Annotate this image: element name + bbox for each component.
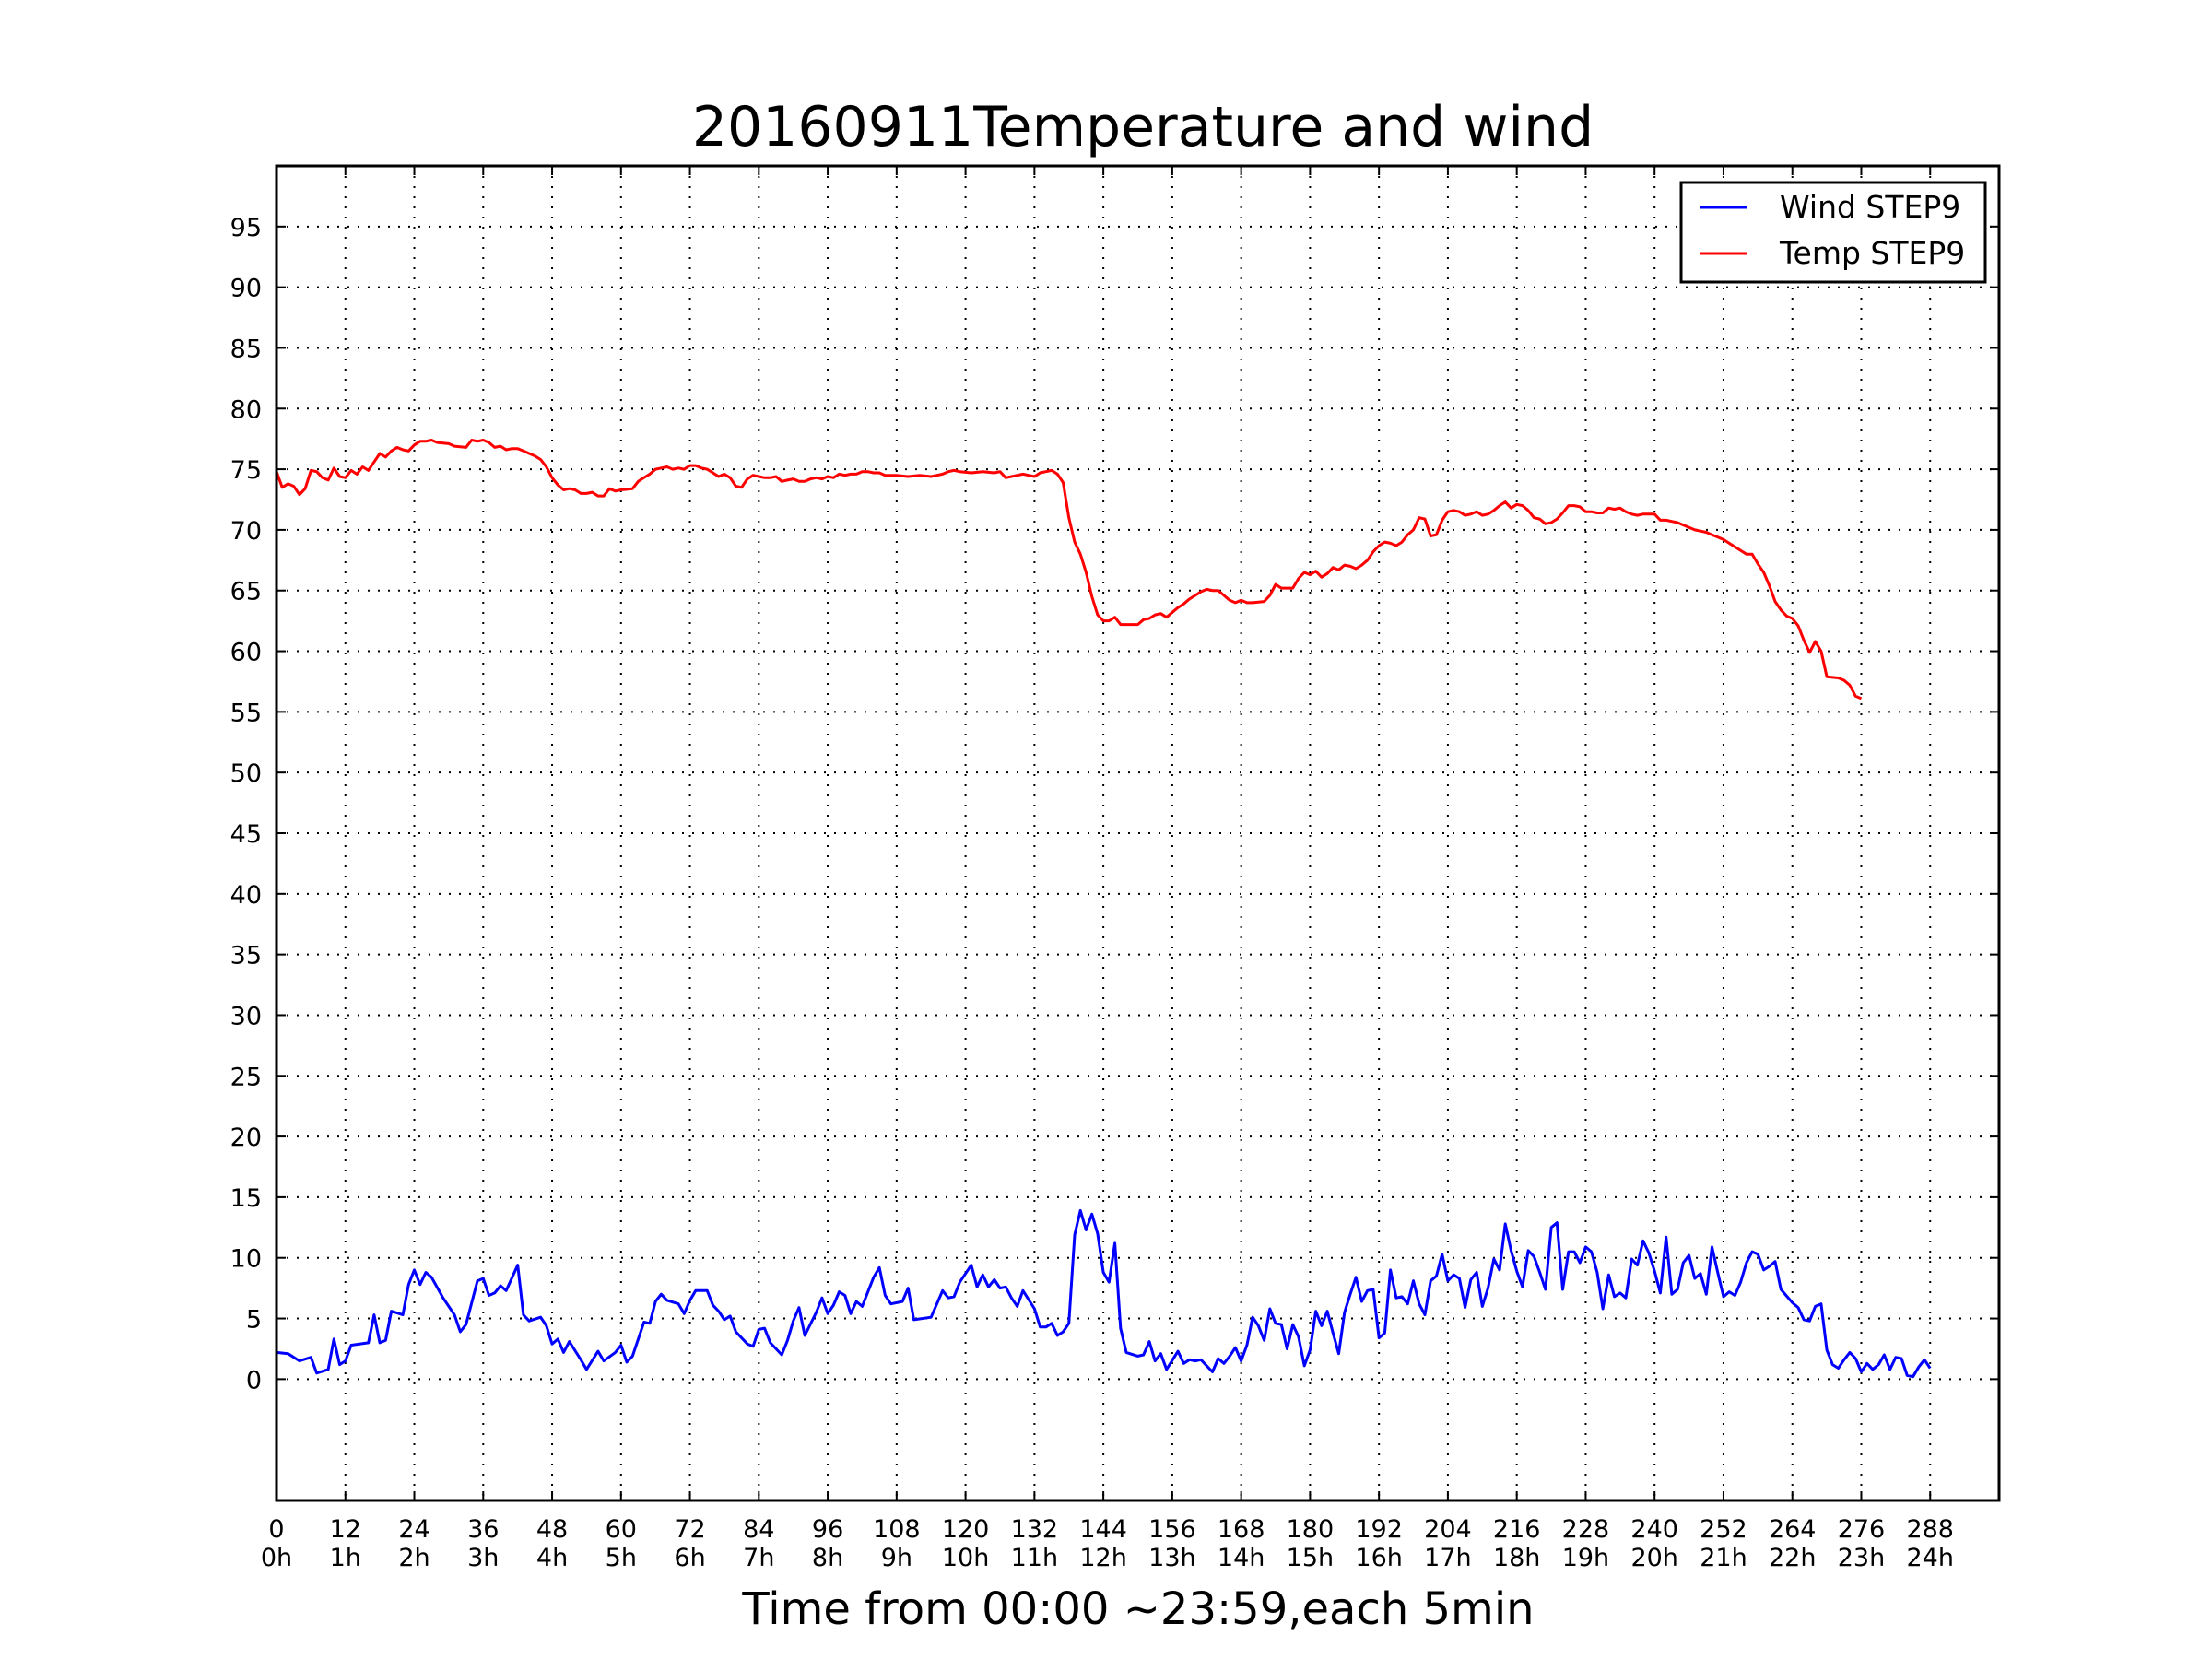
y-tick-label: 0 xyxy=(246,1366,262,1394)
chart-title: 20160911Temperature and wind xyxy=(692,95,1594,159)
x-tick-label-hour: 14h xyxy=(1218,1544,1265,1572)
y-tick-label: 25 xyxy=(230,1063,262,1091)
x-tick-label: 216 xyxy=(1493,1515,1541,1544)
x-tick-label-hour: 19h xyxy=(1562,1544,1609,1572)
x-tick-label: 12 xyxy=(330,1515,361,1544)
x-tick-label-hour: 15h xyxy=(1287,1544,1334,1572)
legend-box xyxy=(1679,181,1987,284)
x-tick-label: 156 xyxy=(1148,1515,1196,1544)
x-tick-label: 288 xyxy=(1906,1515,1954,1544)
legend-wind-label: Wind STEP9 xyxy=(1780,189,1960,225)
x-tick-label: 192 xyxy=(1355,1515,1403,1544)
y-tick-label: 80 xyxy=(230,395,262,424)
x-tick-label-hour: 24h xyxy=(1907,1544,1954,1572)
x-tick-label-hour: 9h xyxy=(881,1544,912,1572)
x-tick-label: 240 xyxy=(1630,1515,1678,1544)
y-tick-label: 10 xyxy=(230,1245,262,1274)
series-layer xyxy=(275,439,1932,1379)
x-tick-label: 48 xyxy=(536,1515,568,1544)
y-tick-label: 30 xyxy=(230,1002,262,1030)
x-tick-label-hour: 20h xyxy=(1630,1544,1677,1572)
grid xyxy=(276,166,1999,1500)
y-tick-label: 95 xyxy=(230,214,262,242)
x-tick-label: 276 xyxy=(1838,1515,1886,1544)
x-tick-label: 228 xyxy=(1562,1515,1610,1544)
y-tick-label: 55 xyxy=(230,699,262,727)
y-tick-label: 65 xyxy=(230,578,262,606)
x-tick-label-hour: 4h xyxy=(536,1544,568,1572)
x-tick-label: 132 xyxy=(1011,1515,1059,1544)
x-tick-label: 60 xyxy=(606,1515,637,1544)
y-tick-label: 70 xyxy=(230,517,262,546)
x-tick-label: 108 xyxy=(873,1515,921,1544)
x-tick-label: 96 xyxy=(812,1515,843,1544)
x-tick-label: 0 xyxy=(268,1515,284,1544)
x-tick-label-hour: 0h xyxy=(261,1544,292,1572)
y-tick-label: 20 xyxy=(230,1124,262,1152)
x-tick-label-hour: 2h xyxy=(398,1544,429,1572)
x-tick-label-hour: 7h xyxy=(743,1544,774,1572)
series-line-wind-step9 xyxy=(276,1208,1932,1379)
plot-frame xyxy=(275,164,2001,1502)
x-tick-label-hour: 3h xyxy=(467,1544,499,1572)
x-tick-label: 204 xyxy=(1424,1515,1472,1544)
x-tick-label-hour: 17h xyxy=(1424,1544,1471,1572)
legend: Wind STEP9 Temp STEP9 xyxy=(1679,181,1987,284)
y-tick-label: 75 xyxy=(230,456,262,485)
x-tick-label: 264 xyxy=(1769,1515,1817,1544)
x-tick-label: 36 xyxy=(467,1515,499,1544)
x-tick-label-hour: 1h xyxy=(330,1544,361,1572)
legend-temp-label: Temp STEP9 xyxy=(1779,235,1965,271)
x-tick-label-hour: 5h xyxy=(606,1544,637,1572)
x-tick-label-hour: 18h xyxy=(1493,1544,1540,1572)
x-tick-label-hour: 21h xyxy=(1700,1544,1747,1572)
x-tick-label-hour: 22h xyxy=(1769,1544,1816,1572)
y-tick-label: 90 xyxy=(230,275,262,303)
x-tick-label-hour: 6h xyxy=(674,1544,705,1572)
y-tick-label: 5 xyxy=(246,1306,262,1335)
x-tick-label: 120 xyxy=(942,1515,990,1544)
x-tick-label: 72 xyxy=(674,1515,705,1544)
y-tick-label: 40 xyxy=(230,881,262,910)
x-tick-label: 168 xyxy=(1218,1515,1265,1544)
x-tick-label: 252 xyxy=(1700,1515,1747,1544)
x-tick-label: 144 xyxy=(1079,1515,1127,1544)
y-tick-label: 35 xyxy=(230,942,262,971)
x-tick-label: 84 xyxy=(743,1515,774,1544)
series-line-temp-step9 xyxy=(275,439,1863,700)
y-tick-label: 15 xyxy=(230,1184,262,1213)
y-tick-label: 85 xyxy=(230,335,262,363)
y-tick-label: 60 xyxy=(230,639,262,667)
x-tick-label-hour: 10h xyxy=(942,1544,989,1572)
y-tick-label: 50 xyxy=(230,759,262,788)
x-tick-label-hour: 16h xyxy=(1355,1544,1402,1572)
y-tick-label: 45 xyxy=(230,820,262,849)
x-tick-label: 180 xyxy=(1287,1515,1335,1544)
axis-ticks: 00h121h242h363h484h605h726h847h968h1089h… xyxy=(230,166,1999,1572)
x-tick-label: 24 xyxy=(398,1515,429,1544)
x-axis-label: Time from 00:00 ~23:59,each 5min xyxy=(741,1583,1534,1635)
x-tick-label-hour: 13h xyxy=(1148,1544,1195,1572)
x-tick-label-hour: 12h xyxy=(1079,1544,1126,1572)
x-tick-label-hour: 11h xyxy=(1011,1544,1058,1572)
x-tick-label-hour: 23h xyxy=(1838,1544,1885,1572)
x-tick-label-hour: 8h xyxy=(812,1544,843,1572)
